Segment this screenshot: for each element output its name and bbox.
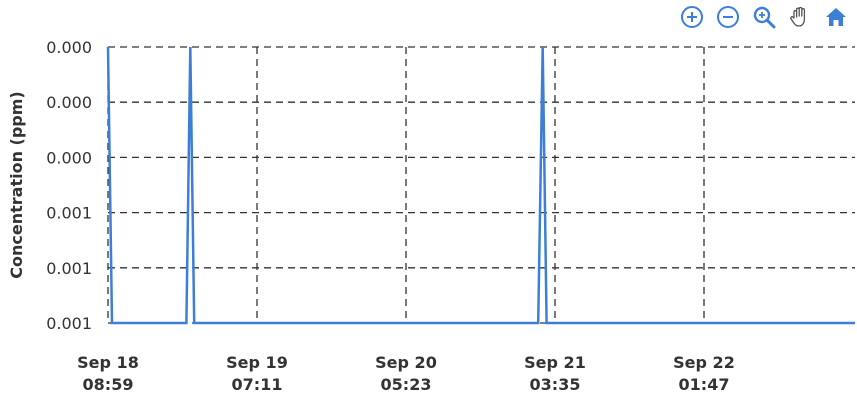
- x-tick-labels: Sep 18 08:59 Sep 19 07:11 Sep 20 05:23 Sep 21 0…: [77, 353, 735, 394]
- y-tick-labels: 0.001 0.001 0.001 0.000 0.000 0.000: [46, 38, 92, 333]
- y-tick-label: 0.001: [46, 259, 92, 278]
- y-tick-label: 0.000: [46, 38, 92, 57]
- pan-button[interactable]: [787, 4, 813, 30]
- reset-home-button[interactable]: [823, 4, 849, 30]
- y-tick-label: 0.001: [46, 204, 92, 223]
- x-tick-label: Sep 22 01:47: [673, 353, 735, 394]
- magnifier-zoom-icon: [753, 6, 776, 29]
- y-axis-label: Concentration (ppm): [7, 91, 26, 278]
- chart-toolbar: [679, 4, 849, 30]
- x-tick-label: Sep 20 05:23: [375, 353, 437, 394]
- zoom-select-button[interactable]: [751, 4, 777, 30]
- zoom-in-button[interactable]: [679, 4, 705, 30]
- x-tick-label: Sep 21 03:35: [524, 353, 586, 394]
- zoom-out-button[interactable]: [715, 4, 741, 30]
- home-reset-icon: [826, 8, 846, 26]
- zoom-out-icon: [717, 6, 739, 28]
- x-tick-label: Sep 19 07:11: [226, 353, 288, 394]
- y-tick-label: 0.000: [46, 93, 92, 112]
- y-tick-label: 0.001: [46, 314, 92, 333]
- series-group: [106, 46, 855, 325]
- pan-hand-icon: [790, 6, 806, 27]
- x-tick-label: Sep 18 08:59: [77, 353, 139, 394]
- series-line: [106, 46, 855, 325]
- grid: [107, 46, 855, 324]
- zoom-in-icon: [681, 6, 703, 28]
- y-tick-label: 0.000: [46, 148, 92, 167]
